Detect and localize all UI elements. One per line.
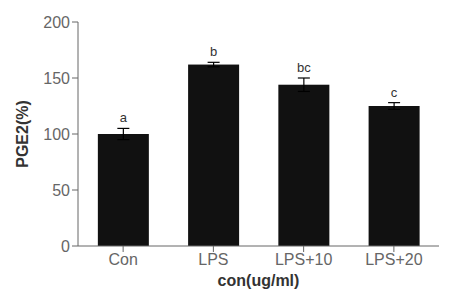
svg-text:a: a [120, 110, 128, 125]
svg-text:50: 50 [52, 182, 70, 199]
svg-text:LPS+10: LPS+10 [275, 251, 332, 268]
svg-text:200: 200 [43, 14, 70, 31]
svg-text:100: 100 [43, 126, 70, 143]
svg-text:c: c [391, 85, 398, 100]
svg-text:Con: Con [108, 251, 137, 268]
svg-text:bc: bc [297, 60, 311, 75]
svg-text:150: 150 [43, 70, 70, 87]
svg-text:con(ug/ml): con(ug/ml) [218, 272, 300, 289]
svg-text:PGE2(%): PGE2(%) [14, 100, 31, 168]
svg-text:LPS+20: LPS+20 [365, 251, 422, 268]
svg-text:0: 0 [61, 238, 70, 255]
svg-text:LPS: LPS [198, 251, 228, 268]
svg-text:b: b [210, 44, 217, 59]
